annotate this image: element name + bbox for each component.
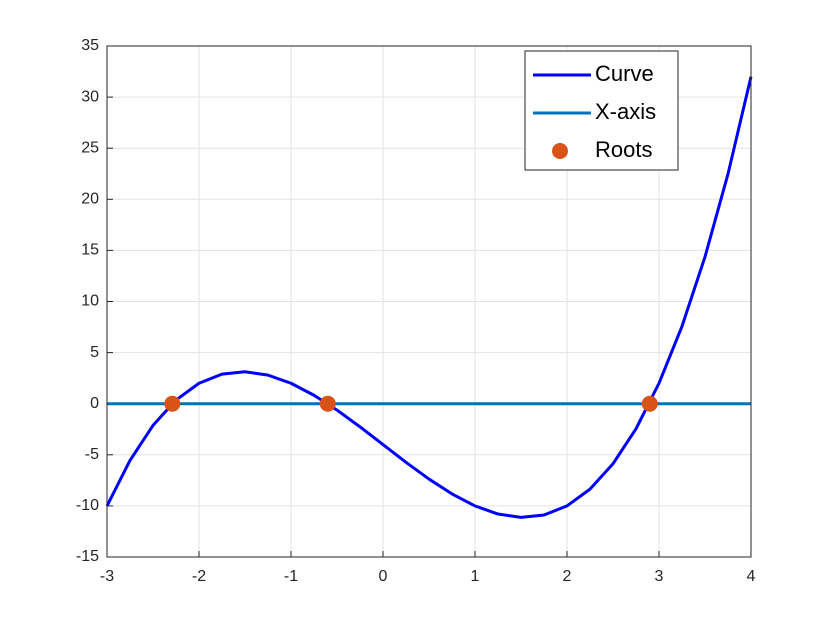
y-tick-label: -15 xyxy=(76,548,99,565)
y-tick-label: 10 xyxy=(81,293,99,310)
x-tick-label: 1 xyxy=(471,568,480,585)
root-marker xyxy=(319,395,336,412)
x-tick-label: 2 xyxy=(563,568,572,585)
x-tick-label: 0 xyxy=(379,568,388,585)
root-marker xyxy=(641,395,658,412)
y-tick-label: 35 xyxy=(81,37,99,54)
y-tick-label: 0 xyxy=(90,395,99,412)
legend: Curve X-axis Roots xyxy=(524,50,679,171)
y-tick-label: 25 xyxy=(81,139,99,156)
axes-box xyxy=(106,45,752,558)
legend-marker xyxy=(552,143,568,159)
y-tick-label: 30 xyxy=(81,88,99,105)
y-tick-label: 20 xyxy=(81,191,99,208)
x-tick-label: 4 xyxy=(747,568,756,585)
y-tick-label: 5 xyxy=(90,344,99,361)
x-tick-label: -1 xyxy=(284,568,298,585)
legend-box xyxy=(524,50,679,171)
x-tick-label: 3 xyxy=(655,568,664,585)
y-tick-label: 15 xyxy=(81,242,99,259)
series-line xyxy=(105,76,753,519)
legend-label: X-axis xyxy=(595,99,656,124)
y-tick-label: -10 xyxy=(76,497,99,514)
y-tick-label: -5 xyxy=(85,446,99,463)
x-tick-label: -3 xyxy=(100,568,114,585)
x-tick-label: -2 xyxy=(192,568,206,585)
legend-label: Curve xyxy=(595,61,654,86)
legend-label: Roots xyxy=(595,137,652,162)
root-marker xyxy=(164,395,181,412)
